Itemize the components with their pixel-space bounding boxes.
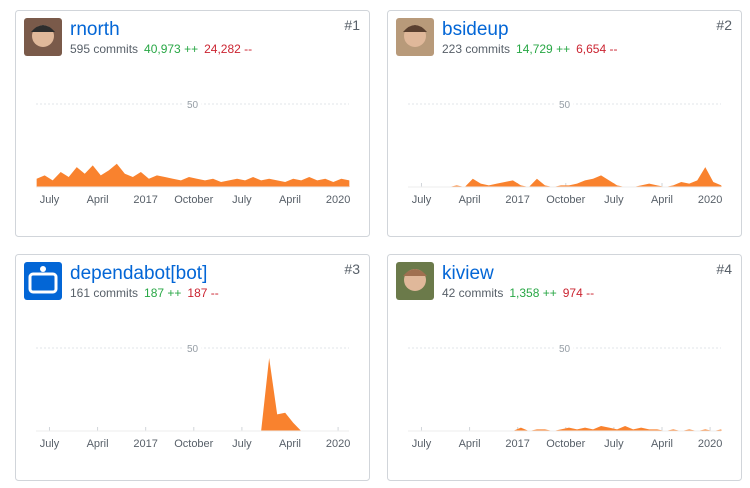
tick-label-bg (555, 98, 574, 110)
contributor-name[interactable]: bsideup (442, 19, 509, 40)
x-tick-label: April (459, 194, 481, 206)
x-tick-label: July (604, 194, 624, 206)
rank: #3 (344, 261, 360, 277)
x-tick-label: April (651, 438, 673, 450)
x-tick-label: October (546, 438, 585, 450)
x-tick-label: April (87, 194, 109, 206)
commit-area (36, 357, 350, 431)
y-tick-label: 50 (559, 100, 571, 111)
x-tick-label: April (279, 438, 301, 450)
y-tick-label: 50 (187, 100, 199, 111)
commit-stats: 161 commits 187 ++ 187 -- (70, 286, 219, 300)
x-tick-label: April (459, 438, 481, 450)
tick-label-bg (555, 342, 574, 354)
commit-area (408, 167, 722, 187)
contributor-card: rnorth #1 595 commits 40,973 ++ 24,282 -- 50 J… (15, 10, 370, 237)
x-tick-label: April (87, 438, 109, 450)
contributor-card: kiview #4 42 commits 1,358 ++ 974 -- 50 July Ap… (387, 254, 742, 481)
deletions: 6,654 -- (576, 42, 617, 56)
additions: 187 ++ (144, 286, 181, 300)
commit-count[interactable]: 223 commits (442, 42, 510, 56)
commit-count[interactable]: 161 commits (70, 286, 138, 300)
contributor-name[interactable]: dependabot[bot] (70, 263, 207, 284)
avatar-icon (40, 266, 46, 272)
x-tick-label: July (604, 438, 624, 450)
x-tick-label: October (174, 194, 213, 206)
contributor-name[interactable]: kiview (442, 263, 494, 284)
deletions: 24,282 -- (204, 42, 252, 56)
avatar-icon (28, 272, 58, 294)
x-tick-label: April (279, 194, 301, 206)
commit-stats: 42 commits 1,358 ++ 974 -- (442, 286, 594, 300)
x-tick-label: 2017 (505, 194, 529, 206)
y-tick-label: 50 (559, 344, 571, 355)
x-tick-label: July (412, 438, 432, 450)
x-tick-label: 2020 (698, 438, 722, 450)
x-tick-label: 2017 (133, 438, 157, 450)
avatar-hair (31, 25, 55, 32)
commit-stats: 223 commits 14,729 ++ 6,654 -- (442, 42, 617, 56)
x-tick-label: 2017 (505, 438, 529, 450)
x-tick-label: July (232, 194, 252, 206)
avatar-hair (403, 269, 427, 276)
x-tick-label: 2020 (326, 194, 350, 206)
x-tick-label: April (651, 194, 673, 206)
commit-count[interactable]: 42 commits (442, 286, 503, 300)
commit-stats: 595 commits 40,973 ++ 24,282 -- (70, 42, 252, 56)
x-tick-label: July (232, 438, 252, 450)
x-tick-label: 2020 (698, 194, 722, 206)
rank: #4 (716, 261, 732, 277)
contributor-card: dependabot[bot] #3 161 commits 187 ++ 187 --… (15, 254, 370, 481)
deletions: 187 -- (187, 286, 218, 300)
contributor-name[interactable]: rnorth (70, 19, 120, 40)
x-tick-label: October (546, 194, 585, 206)
commit-area (36, 163, 350, 187)
commit-count[interactable]: 595 commits (70, 42, 138, 56)
x-tick-label: 2017 (133, 194, 157, 206)
rank: #2 (716, 17, 732, 33)
card (387, 254, 742, 481)
x-tick-label: 2020 (326, 438, 350, 450)
commit-area (408, 426, 722, 431)
avatar-hair (403, 25, 427, 32)
card (387, 10, 742, 237)
x-tick-label: October (174, 438, 213, 450)
x-tick-label: July (412, 194, 432, 206)
x-tick-label: July (40, 194, 60, 206)
additions: 14,729 ++ (516, 42, 570, 56)
y-tick-label: 50 (187, 344, 199, 355)
x-tick-label: July (40, 438, 60, 450)
tick-label-bg (183, 98, 202, 110)
deletions: 974 -- (563, 286, 594, 300)
additions: 40,973 ++ (144, 42, 198, 56)
contributor-card: bsideup #2 223 commits 14,729 ++ 6,654 -- 50 J… (387, 10, 742, 237)
additions: 1,358 ++ (509, 286, 556, 300)
rank: #1 (344, 17, 360, 33)
tick-label-bg (183, 342, 202, 354)
